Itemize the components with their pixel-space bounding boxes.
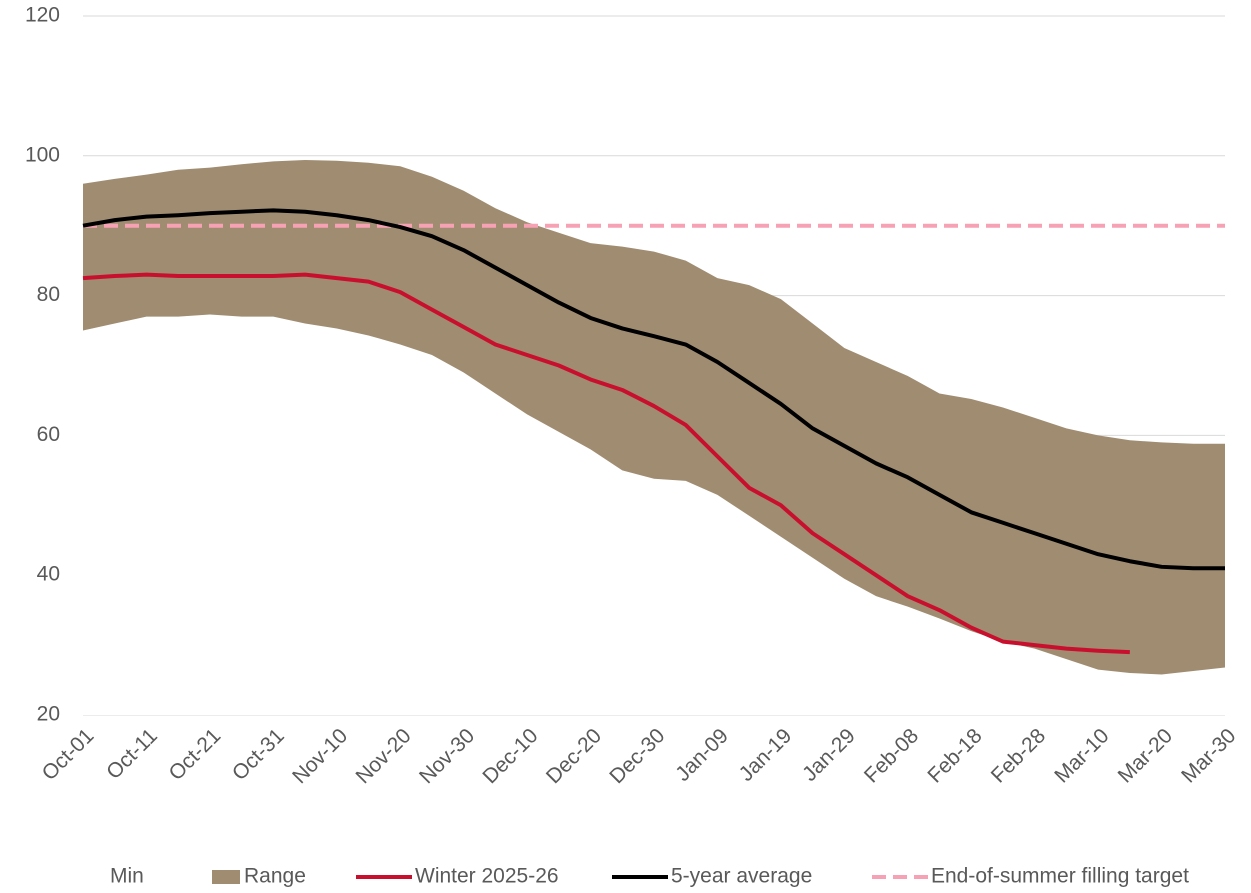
legend-item: Winter 2025-26: [356, 865, 559, 888]
legend-label: Range: [244, 865, 306, 888]
legend-swatch: [212, 870, 240, 884]
x-tick-label: Oct-01: [38, 724, 99, 785]
x-tick-label: Feb-18: [923, 724, 986, 787]
x-tick-label: Feb-28: [987, 724, 1050, 787]
x-tick-label: Dec-20: [542, 724, 606, 788]
area: [83, 159, 1225, 675]
x-tick-label: Jan-19: [735, 724, 797, 786]
x-tick-label: Dec-10: [478, 724, 542, 788]
x-tick-label: Mar-30: [1177, 724, 1240, 787]
y-tick-label: 40: [37, 563, 60, 586]
x-tick-label: Jan-09: [671, 724, 733, 786]
area: [83, 314, 1225, 715]
line: [82, 208, 1225, 571]
legend-label: Winter 2025-26: [415, 865, 559, 888]
line: [82, 272, 1130, 655]
x-tick-label: Nov-20: [352, 724, 416, 788]
legend-label: End-of-summer filling target: [931, 865, 1189, 888]
x-tick-label: Oct-21: [165, 724, 226, 785]
y-tick-label: 80: [37, 283, 60, 306]
y-tick-label: 100: [25, 143, 60, 166]
x-tick-label: Mar-20: [1114, 724, 1177, 787]
x-tick-label: Mar-10: [1050, 724, 1113, 787]
legend-label: 5-year average: [671, 865, 812, 888]
x-tick-label: Dec-30: [605, 724, 669, 788]
legend-label: Min: [110, 865, 144, 888]
legend-item: Min: [110, 865, 144, 888]
x-tick-label: Oct-11: [102, 724, 162, 784]
x-tick-label: Feb-08: [860, 724, 923, 787]
x-tick-label: Jan-29: [798, 724, 860, 786]
x-tick-label: Nov-10: [288, 724, 352, 788]
y-tick-label: 60: [37, 423, 60, 446]
legend-item: Range: [212, 865, 306, 888]
legend-item: 5-year average: [612, 865, 812, 888]
x-tick-label: Oct-31: [228, 724, 289, 785]
x-tick-label: Nov-30: [415, 724, 479, 788]
legend-item: End-of-summer filling target: [872, 865, 1189, 888]
y-tick-label: 120: [25, 4, 60, 27]
y-tick-label: 20: [37, 703, 60, 726]
